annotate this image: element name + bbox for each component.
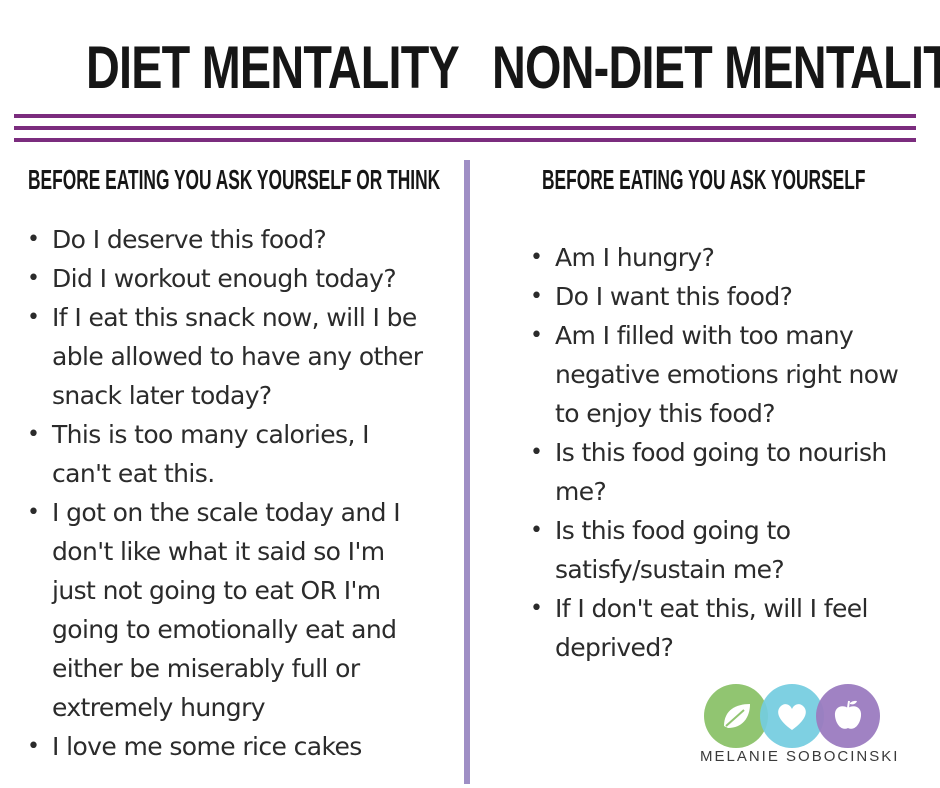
list-item: Am I hungry? bbox=[530, 238, 900, 277]
list-item: This is too many calories, I can't eat t… bbox=[27, 415, 432, 493]
brand-name: MELANIE SOBOCINSKI bbox=[700, 748, 900, 765]
middle-rule bbox=[14, 126, 916, 130]
brand-logo: MELANIE SOBOCINSKI bbox=[700, 684, 900, 784]
heart-icon bbox=[760, 684, 824, 748]
non-diet-mentality-title: NON-DIET MENTALITY bbox=[492, 34, 940, 101]
leaf-icon bbox=[704, 684, 768, 748]
list-item: Do I want this food? bbox=[530, 277, 900, 316]
apple-icon bbox=[816, 684, 880, 748]
diet-subheading: BEFORE EATING YOU ASK YOURSELF OR THINK bbox=[28, 164, 441, 195]
list-item: Do I deserve this food? bbox=[27, 220, 432, 259]
list-item: Is this food going to nourish me? bbox=[530, 433, 900, 511]
list-item: If I don't eat this, will I feel deprive… bbox=[530, 589, 900, 667]
diet-mentality-title: DIET MENTALITY bbox=[86, 34, 460, 101]
list-item: Did I workout enough today? bbox=[27, 259, 432, 298]
diet-questions-list: Do I deserve this food? Did I workout en… bbox=[27, 220, 432, 766]
list-item: I love me some rice cakes bbox=[27, 727, 432, 766]
non-diet-subheading: BEFORE EATING YOU ASK YOURSELF bbox=[542, 164, 866, 195]
list-item: If I eat this snack now, will I be able … bbox=[27, 298, 432, 415]
bottom-rule bbox=[14, 138, 916, 142]
list-item: I got on the scale today and I don't lik… bbox=[27, 493, 432, 727]
column-divider bbox=[464, 160, 470, 784]
list-item: Is this food going to satisfy/sustain me… bbox=[530, 511, 900, 589]
list-item: Am I filled with too many negative emoti… bbox=[530, 316, 900, 433]
top-rule bbox=[14, 114, 916, 118]
non-diet-questions-list: Am I hungry? Do I want this food? Am I f… bbox=[530, 238, 900, 667]
